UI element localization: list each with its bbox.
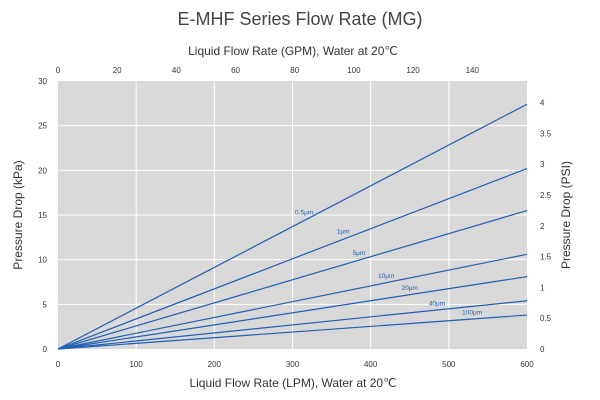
x-top-tick-label: 40 bbox=[172, 66, 181, 75]
x-bottom-tick-label: 100 bbox=[129, 360, 143, 369]
y-right-tick-label: 4 bbox=[540, 99, 545, 108]
series-line-4 bbox=[57, 276, 528, 350]
series-line-0 bbox=[57, 103, 528, 350]
x-top-tick-label: 80 bbox=[290, 66, 299, 75]
y-right-tick-label: 0.5 bbox=[540, 314, 552, 323]
y-left-tick-label: 5 bbox=[43, 300, 48, 309]
series-lines bbox=[57, 103, 528, 350]
y-left-tick-label: 20 bbox=[38, 166, 47, 175]
x-top-tick-label: 60 bbox=[231, 66, 240, 75]
y-left-tick-label: 10 bbox=[38, 256, 47, 265]
x-bottom-axis-title: Liquid Flow Rate (LPM), Water at 20℃ bbox=[189, 376, 396, 390]
series-label: 100μm bbox=[462, 310, 482, 317]
y-right-tick-label: 3.5 bbox=[540, 129, 552, 138]
y-right-tick-label: 2 bbox=[540, 222, 545, 231]
x-bottom-tick-label: 500 bbox=[442, 360, 456, 369]
y-right-axis-title: Pressure Drop (PSI) bbox=[559, 161, 573, 269]
y-left-tick-label: 15 bbox=[38, 211, 47, 220]
x-top-axis-title: Liquid Flow Rate (GPM), Water at 20℃ bbox=[188, 44, 398, 58]
y-right-tick-label: 1 bbox=[540, 283, 545, 292]
x-top-tick-label: 100 bbox=[347, 66, 361, 75]
gridlines bbox=[58, 81, 527, 349]
y-right-tick-label: 0 bbox=[540, 345, 545, 354]
series-labels: 0.5μm 1μm 5μm 10μm 20μm 40μm 100μm bbox=[295, 209, 482, 316]
x-bottom-tick-label: 400 bbox=[364, 360, 378, 369]
x-top-tick-label: 0 bbox=[56, 66, 61, 75]
x-bottom-tick-label: 200 bbox=[208, 360, 222, 369]
series-line-2 bbox=[57, 209, 528, 350]
y-right-tick-label: 2.5 bbox=[540, 191, 552, 200]
y-left-tick-label: 30 bbox=[38, 77, 47, 86]
x-bottom-tick-label: 300 bbox=[286, 360, 300, 369]
series-line-6 bbox=[57, 314, 528, 350]
y-right-tick-label: 3 bbox=[540, 160, 545, 169]
y-left-tick-label: 25 bbox=[38, 122, 47, 131]
series-label: 40μm bbox=[429, 301, 445, 308]
x-top-tick-label: 140 bbox=[466, 66, 480, 75]
chart-title: E-MHF Series Flow Rate (MG) bbox=[177, 9, 422, 29]
series-line-1 bbox=[57, 167, 528, 350]
x-top-tick-label: 20 bbox=[113, 66, 122, 75]
y-right-tick-label: 1.5 bbox=[540, 253, 552, 262]
series-label: 5μm bbox=[352, 250, 365, 257]
x-top-tick-label: 120 bbox=[406, 66, 420, 75]
y-left-axis-title: Pressure Drop (kPa) bbox=[11, 160, 25, 269]
series-label: 1μm bbox=[337, 229, 350, 236]
series-line-5 bbox=[57, 300, 528, 350]
x-bottom-tick-label: 600 bbox=[520, 360, 534, 369]
series-label: 10μm bbox=[378, 273, 394, 280]
x-bottom-tick-label: 0 bbox=[56, 360, 61, 369]
series-line-3 bbox=[57, 253, 528, 350]
series-label: 0.5μm bbox=[295, 209, 313, 216]
series-label: 20μm bbox=[401, 285, 417, 292]
y-left-tick-label: 0 bbox=[43, 345, 48, 354]
